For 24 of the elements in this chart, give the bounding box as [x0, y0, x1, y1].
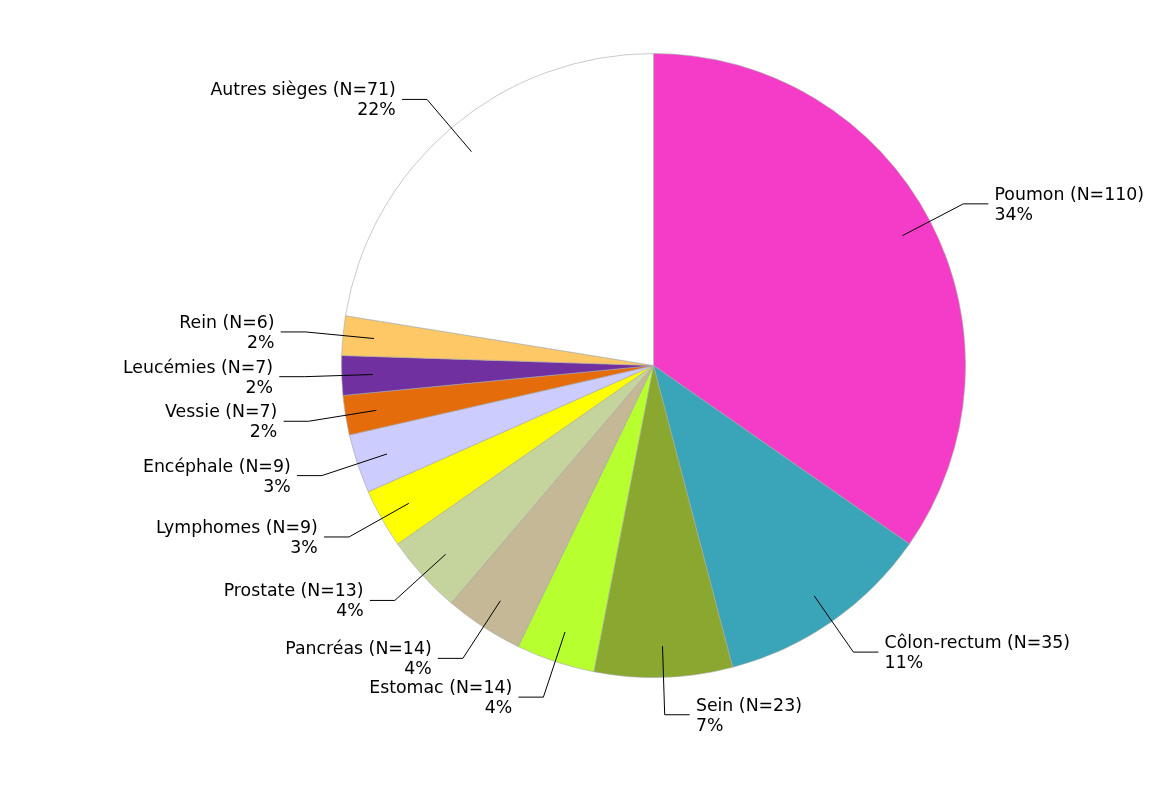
data-label: 22% [357, 99, 396, 120]
slice-label: Encéphale (N=9) [142, 455, 291, 476]
slice-label: Poumon (N=110) [994, 183, 1144, 204]
slice-label: Estomac (N=14) [369, 677, 513, 698]
data-label: 2% [246, 331, 275, 352]
data-label: 34% [994, 203, 1034, 224]
slice-label: Côlon-rectum (N=35) [884, 632, 1071, 653]
data-label: 4% [404, 658, 432, 679]
slice-label: Lymphomes (N=9) [155, 516, 318, 537]
data-label: 3% [263, 475, 291, 496]
slice-label: Vessie (N=7) [165, 401, 278, 422]
slice-label: Rein (N=6) [179, 311, 275, 332]
slice-label: Prostate (N=13) [223, 580, 364, 601]
slice-label: Pancréas (N=14) [285, 638, 432, 659]
data-label: 7% [695, 714, 724, 735]
data-label: 2% [249, 421, 278, 442]
data-label: 4% [336, 600, 364, 621]
slice-label: Sein (N=23) [695, 694, 802, 715]
data-label: 2% [245, 376, 274, 397]
data-label: 3% [290, 536, 318, 557]
slice-label: Leucémies (N=7) [122, 356, 274, 377]
slice-label: Autres sièges (N=71) [210, 79, 396, 100]
data-label: 11% [884, 652, 924, 673]
data-label: 4% [484, 697, 513, 718]
